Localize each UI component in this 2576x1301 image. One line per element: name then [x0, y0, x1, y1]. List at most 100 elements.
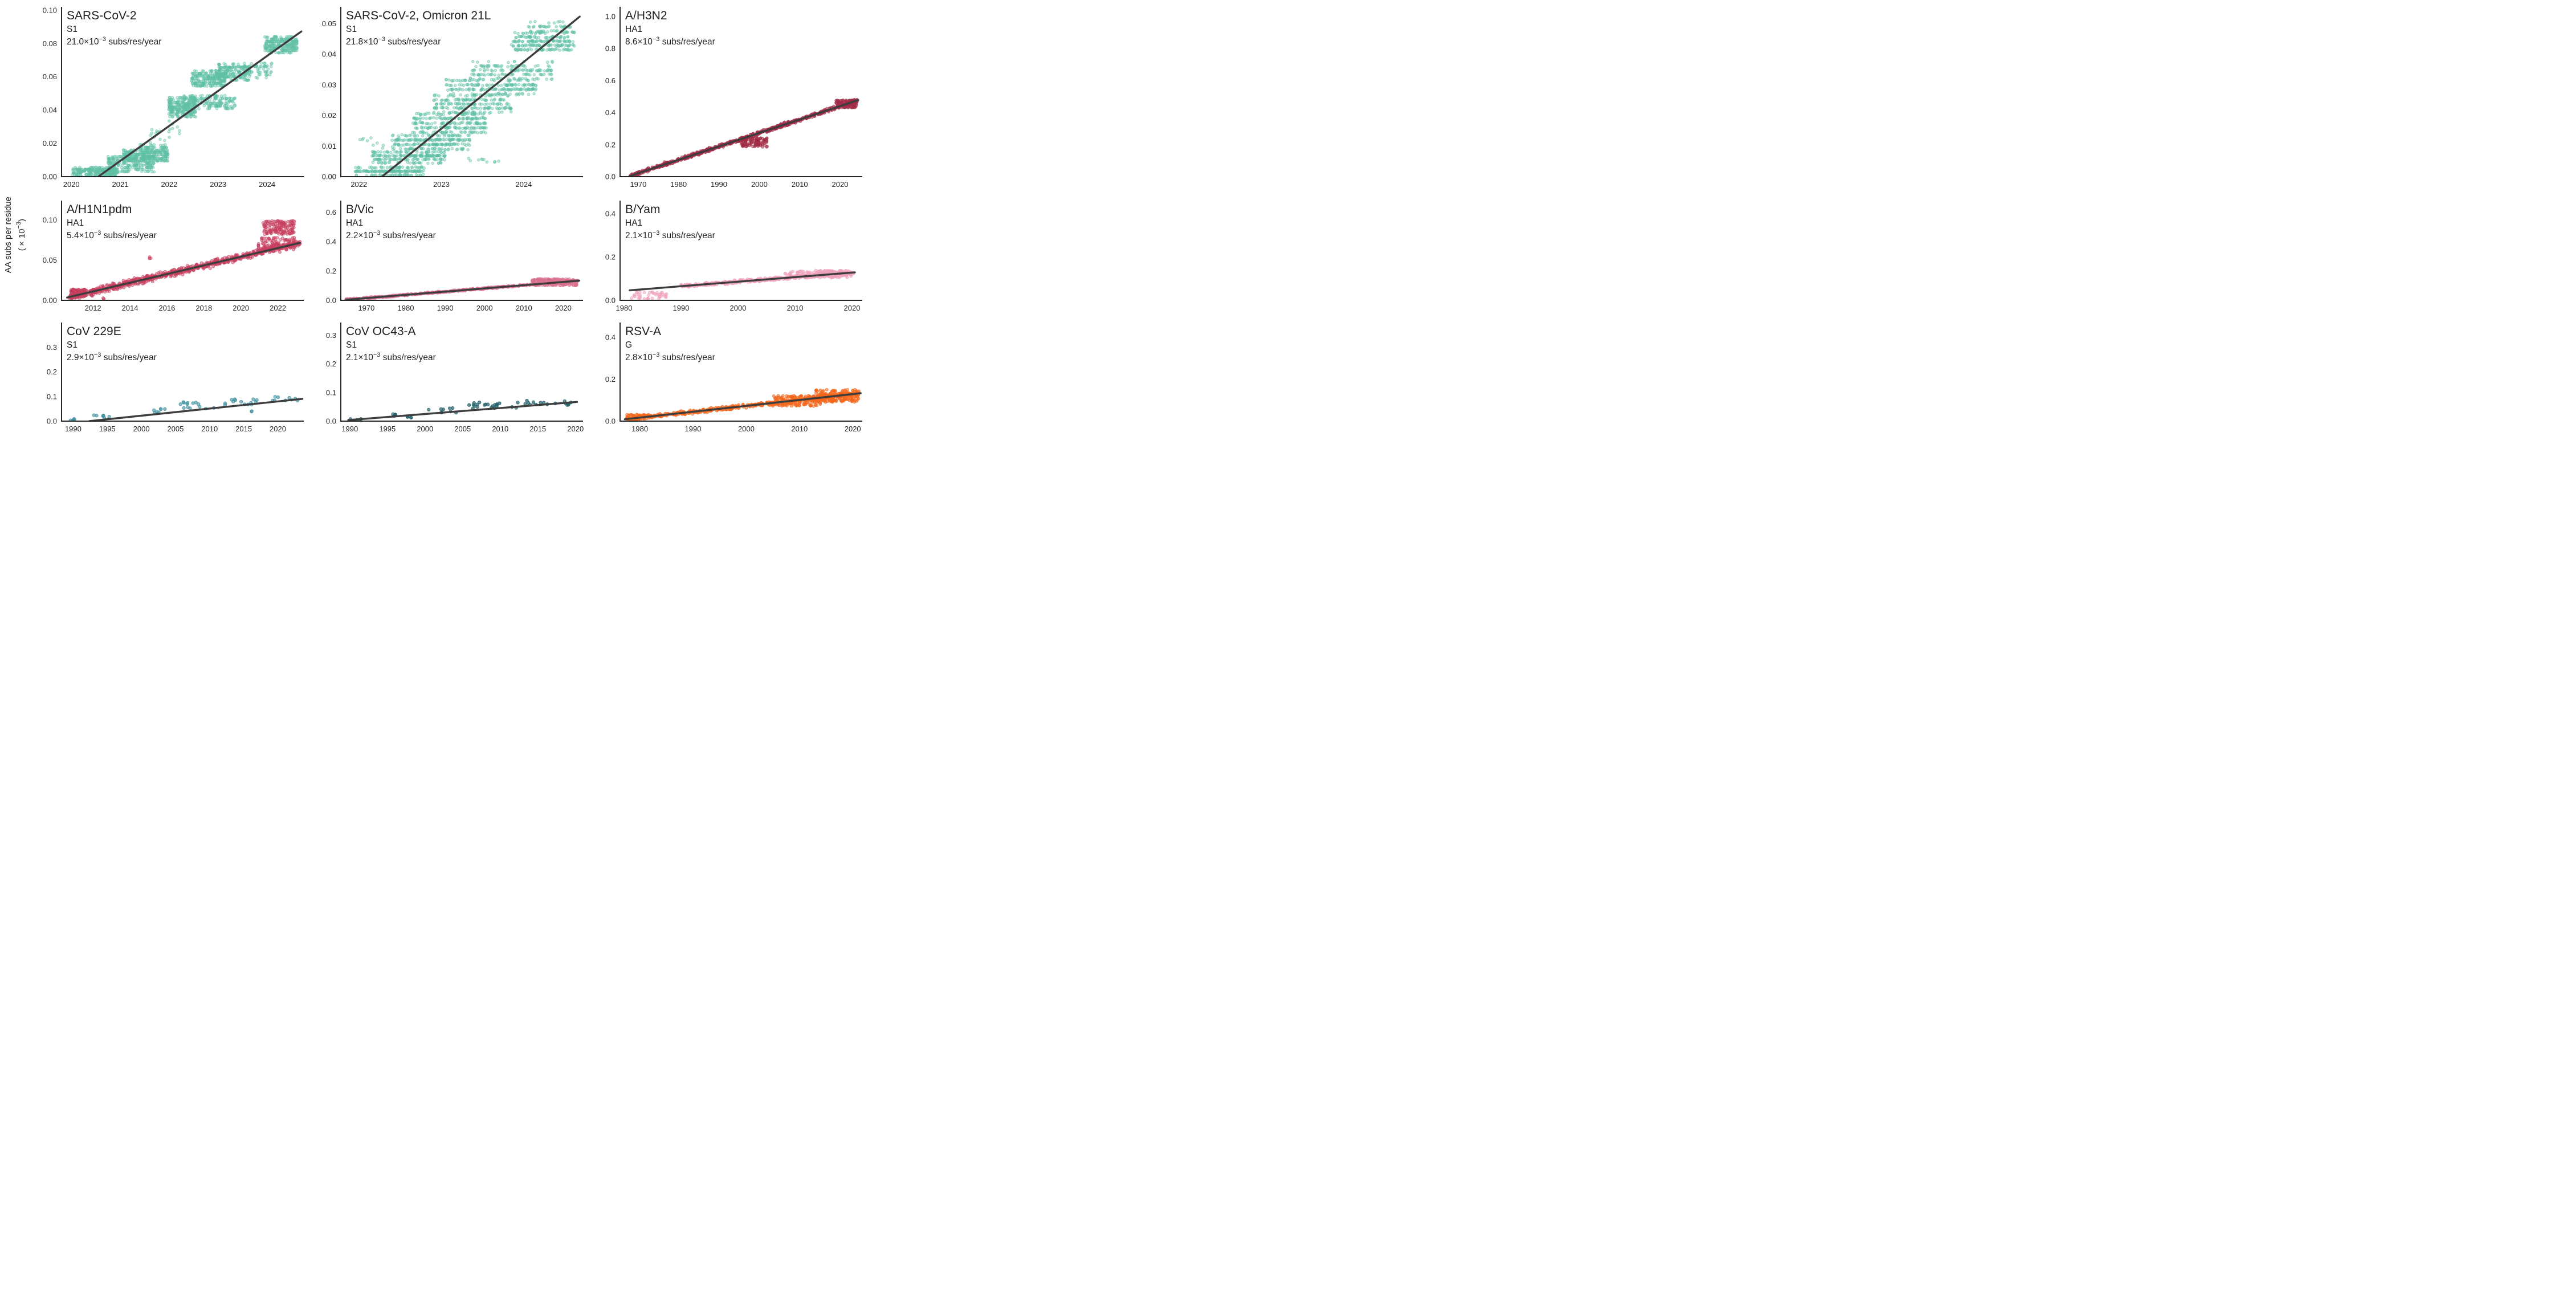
y-tick-label: 0.00 [43, 173, 57, 181]
panel-b-vic: 1970 1980 1990 2000 2010 2020 0.0 0.2 0.4 0.6 B/V… [326, 201, 583, 312]
y-tick-label: 0.08 [43, 39, 57, 48]
x-tick-label: 2018 [195, 304, 212, 312]
panel-title: B/Vic [346, 203, 374, 216]
y-axis-label-line1: AA subs per residue [3, 196, 14, 274]
panel-title: CoV 229E [67, 325, 121, 338]
x-tick-label: 2000 [476, 304, 493, 312]
panel-gene: HA1 [67, 218, 84, 228]
y-tick-label: 1.0 [605, 12, 616, 21]
panel-cov-229e: 1990 1995 2000 2005 2010 2015 2020 0.0 0.1 0.2 0.3… [47, 323, 304, 433]
scatter-points [344, 277, 580, 300]
panel-a-h1n1pdm: 2012 2014 2016 2018 2020 2022 0.00 0.05 0.10 A/H… [43, 201, 304, 312]
panel-a-h3n2: 1970 1980 1990 2000 2010 2020 0.0 0.2 0.4 0.6 0.8 1… [605, 7, 862, 189]
x-tick-label: 2015 [529, 425, 546, 433]
scatter-points [68, 395, 304, 421]
panel-title: RSV-A [625, 325, 661, 338]
scatter-points [347, 398, 578, 421]
x-tick-label: 2020 [555, 304, 572, 312]
panel-cell-sars-cov-2-omicron-21l: 2022 2023 2024 0.00 0.01 0.02 0.03 0.04 0.05 SAR… [308, 3, 587, 197]
trend-line [347, 401, 578, 421]
x-tick-label: 1980 [670, 180, 687, 189]
panel-title: A/H3N2 [625, 9, 667, 22]
scatter-points [623, 388, 862, 421]
scatter-points [629, 268, 856, 300]
x-tick-label: 1980 [616, 304, 633, 312]
y-tick-label: 0.02 [322, 111, 336, 120]
panel-sars-cov-2-omicron-21l: 2022 2023 2024 0.00 0.01 0.02 0.03 0.04 0.05 SAR… [322, 7, 583, 189]
panel-title: B/Yam [625, 203, 660, 216]
panel-rate: 2.1×10−3 subs/res/year [346, 352, 436, 362]
x-tick-label: 2015 [235, 425, 252, 433]
panel-rate: 5.4×10−3 subs/res/year [67, 230, 157, 240]
y-tick-label: 0.3 [47, 343, 57, 352]
x-tick-label: 1990 [65, 425, 81, 433]
panel-cell-cov-229e: 1990 1995 2000 2005 2010 2015 2020 0.0 0.1 0.2 0.3… [28, 319, 308, 440]
x-tick-label: 2024 [515, 180, 532, 189]
trend-line [97, 30, 303, 177]
panel-title: A/H1N1pdm [67, 203, 132, 216]
x-tick-label: 1990 [711, 180, 727, 189]
panel-rate: 2.2×10−3 subs/res/year [346, 230, 436, 240]
x-tick-label: 2022 [270, 304, 286, 312]
panel-cell-b-yam: 1980 1990 2000 2010 2020 0.0 0.2 0.4 B/Yam HA1 … [587, 197, 866, 319]
x-tick-label: 2010 [787, 304, 804, 312]
x-tick-label: 2014 [122, 304, 138, 312]
y-tick-label: 0.0 [605, 296, 616, 305]
trend-line [628, 99, 859, 177]
x-tick-label: 2022 [161, 180, 177, 189]
y-tick-label: 0.02 [43, 139, 57, 148]
y-tick-label: 0.2 [47, 368, 57, 376]
y-tick-label: 0.1 [326, 388, 336, 397]
y-tick-label: 0.8 [605, 44, 616, 53]
axis-spines [340, 7, 583, 177]
y-tick-label: 0.10 [43, 6, 57, 14]
trend-line [381, 15, 581, 177]
x-tick-label: 2020 [844, 304, 861, 312]
y-tick-label: 0.6 [326, 208, 336, 217]
y-tick-label: 0.4 [326, 238, 336, 246]
y-tick-label: 0.0 [605, 417, 616, 426]
y-tick-label: 0.2 [605, 252, 616, 261]
panel-cell-sars-cov-2: 2020 2021 2022 2023 2024 0.00 0.02 0.04 0.06 0.08… [28, 3, 308, 197]
scatter-points [628, 97, 859, 177]
y-tick-label: 0.2 [605, 140, 616, 149]
panel-rate: 2.1×10−3 subs/res/year [625, 230, 715, 240]
panel-cell-cov-oc43-a: 1990 1995 2000 2005 2010 2015 2020 0.0 0.1 0.2 0.3… [308, 319, 587, 440]
x-tick-label: 2020 [233, 304, 249, 312]
axis-spines [619, 7, 862, 177]
x-tick-label: 1995 [379, 425, 396, 433]
y-tick-label: 0.04 [43, 106, 57, 115]
y-tick-label: 0.2 [326, 360, 336, 368]
y-tick-label: 0.4 [605, 209, 616, 218]
x-tick-label: 2023 [210, 180, 226, 189]
panel-cell-rsv-a: 1980 1990 2000 2010 2020 0.0 0.2 0.4 RSV-A G 2.… [587, 319, 866, 440]
trend-line [345, 279, 580, 300]
y-tick-label: 0.04 [322, 50, 336, 59]
axis-spines [340, 323, 583, 422]
panel-gene: S1 [67, 25, 78, 34]
y-axis-label-line2: (×10−3) [15, 218, 27, 251]
x-tick-label: 2010 [201, 425, 218, 433]
axis-spines [61, 201, 304, 301]
y-axis-label-column: AA subs per residue (×10−3) [2, 3, 28, 440]
x-tick-label: 2023 [433, 180, 450, 189]
x-tick-label: 1970 [630, 180, 646, 189]
y-tick-label: 0.00 [43, 296, 57, 305]
panel-rate: 2.9×10−3 subs/res/year [67, 352, 157, 362]
y-tick-label: 0.0 [605, 173, 616, 181]
x-tick-label: 2000 [133, 425, 150, 433]
x-tick-label: 1990 [673, 304, 690, 312]
panel-cell-a-h1n1pdm: 2012 2014 2016 2018 2020 2022 0.00 0.05 0.10 A/H… [28, 197, 308, 319]
axis-spines [619, 201, 862, 301]
trend-line [66, 242, 301, 299]
x-tick-label: 2022 [350, 180, 367, 189]
x-tick-label: 2010 [492, 425, 508, 433]
y-tick-label: 0.4 [605, 333, 616, 341]
y-tick-label: 0.01 [322, 142, 336, 150]
x-tick-label: 1995 [99, 425, 116, 433]
panel-gene: HA1 [625, 218, 642, 228]
panel-grid: 2020 2021 2022 2023 2024 0.00 0.02 0.04 0.06 0.08… [28, 3, 866, 440]
axis-spines [340, 201, 583, 301]
axis-spines [61, 7, 304, 177]
x-tick-label: 2000 [751, 180, 768, 189]
